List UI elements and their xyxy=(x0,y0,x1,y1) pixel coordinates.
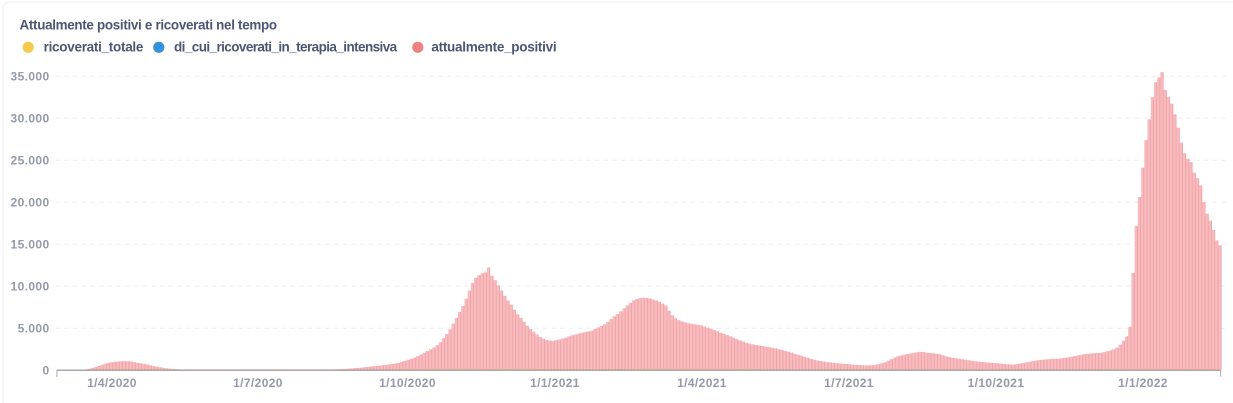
svg-text:1/1/2021: 1/1/2021 xyxy=(530,376,580,390)
svg-text:1/10/2020: 1/10/2020 xyxy=(379,376,436,390)
svg-text:1/7/2020: 1/7/2020 xyxy=(233,376,283,390)
svg-text:1/4/2021: 1/4/2021 xyxy=(677,376,727,390)
svg-text:di_cui_ricoverati_in_terapia_i: di_cui_ricoverati_in_terapia_intensiva xyxy=(174,40,398,55)
svg-text:1/7/2021: 1/7/2021 xyxy=(824,376,874,390)
svg-text:20.000: 20.000 xyxy=(11,195,50,209)
svg-text:15.000: 15.000 xyxy=(11,237,50,251)
svg-text:1/10/2021: 1/10/2021 xyxy=(968,376,1025,390)
svg-text:5.000: 5.000 xyxy=(18,321,50,335)
svg-text:35.000: 35.000 xyxy=(11,69,50,83)
svg-text:25.000: 25.000 xyxy=(11,153,50,167)
svg-text:0: 0 xyxy=(42,363,49,377)
svg-text:1/1/2022: 1/1/2022 xyxy=(1118,376,1168,390)
svg-text:ricoverati_totale: ricoverati_totale xyxy=(44,40,144,55)
svg-text:attualmente_positivi: attualmente_positivi xyxy=(431,40,556,55)
svg-text:Attualmente positivi e ricover: Attualmente positivi e ricoverati nel te… xyxy=(20,18,277,33)
svg-text:10.000: 10.000 xyxy=(11,279,50,293)
svg-text:30.000: 30.000 xyxy=(11,111,50,125)
svg-text:1/4/2020: 1/4/2020 xyxy=(87,376,137,390)
